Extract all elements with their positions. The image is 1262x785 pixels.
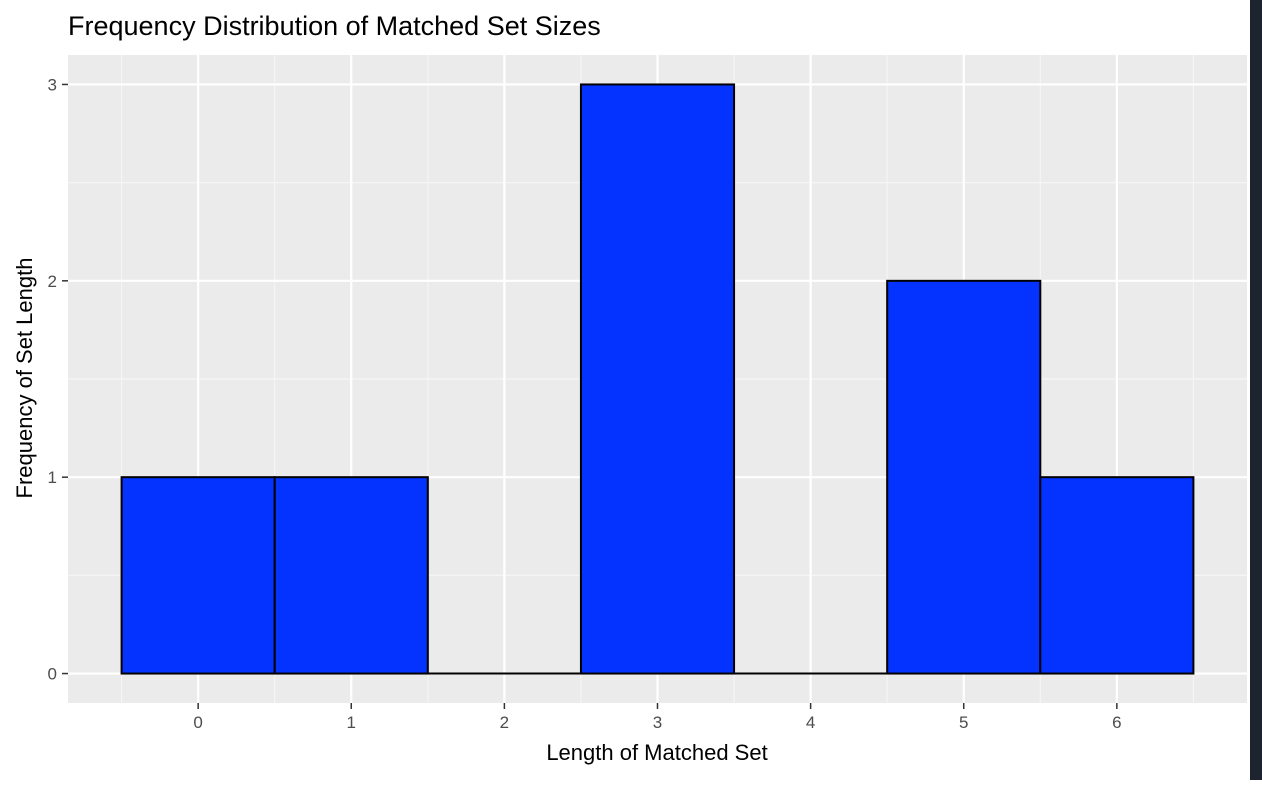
- x-tick-label: 1: [347, 713, 356, 732]
- x-tick-label: 2: [500, 713, 509, 732]
- x-axis: 0 1 2 3 4 5 6: [193, 703, 1122, 732]
- y-axis: 0 1 2 3: [48, 75, 68, 684]
- bar-5: [886, 279, 1042, 675]
- bar-1: [273, 476, 429, 675]
- bar-6: [1039, 476, 1195, 675]
- x-tick-label: 0: [193, 713, 202, 732]
- y-tick-label: 2: [48, 272, 57, 291]
- x-tick-label: 6: [1112, 713, 1121, 732]
- window-edge: [1250, 0, 1262, 780]
- y-tick-label: 3: [48, 75, 57, 94]
- bars: [120, 83, 1195, 675]
- y-tick-label: 0: [48, 665, 57, 684]
- x-axis-label: Length of Matched Set: [546, 740, 767, 765]
- x-tick-label: 5: [959, 713, 968, 732]
- bar-3: [579, 83, 736, 675]
- y-axis-label: Frequency of Set Length: [12, 258, 37, 499]
- x-tick-label: 4: [806, 713, 815, 732]
- x-tick-label: 3: [653, 713, 662, 732]
- chart-title: Frequency Distribution of Matched Set Si…: [68, 11, 601, 41]
- bar-0: [120, 476, 276, 675]
- y-tick-label: 1: [48, 468, 57, 487]
